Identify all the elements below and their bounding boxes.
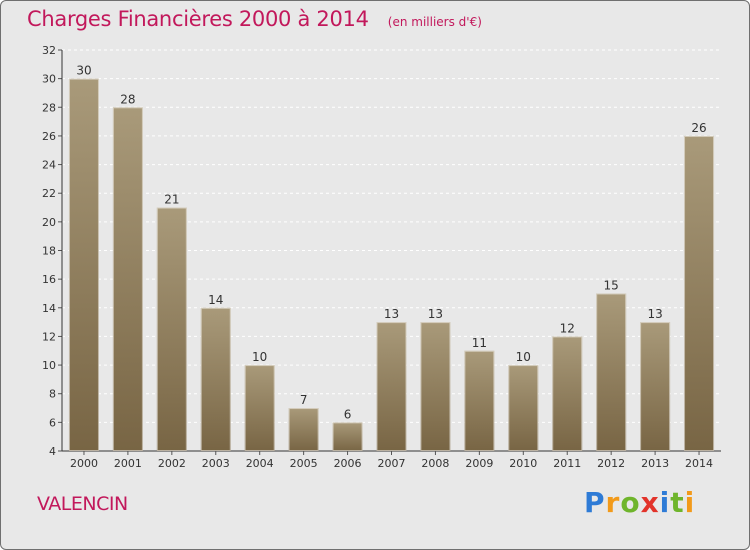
data-label: 28 [120,92,135,106]
data-label: 26 [691,121,706,135]
bar-highlight [332,422,363,452]
bar [332,422,363,451]
x-tick-label: 2010 [509,457,537,470]
logo-letter: i [659,486,671,519]
bar-highlight [112,107,143,452]
chart-title-row: Charges Financières 2000 à 2014 (en mill… [27,7,482,31]
bar-highlight [420,322,451,452]
value-labels: 30 28 21 14 10 7 6 13 13 11 10 12 15 13 26 [76,64,706,422]
bar-highlight [288,408,319,451]
y-tick-label: 32 [42,44,56,57]
x-tick-label: 2013 [641,457,669,470]
bar [244,365,275,451]
bar [640,322,671,451]
bar [420,322,451,451]
data-label: 21 [164,193,179,207]
data-label: 10 [516,350,531,364]
chart-title: Charges Financières 2000 à 2014 [27,7,369,31]
x-tick-label: 2001 [114,457,142,470]
bar [508,365,539,451]
logo-letter: r [605,486,621,519]
bar-highlight [596,293,627,452]
x-tick-label: 2006 [334,457,362,470]
chart-unit: (en milliers d'€) [387,15,482,29]
y-tick-labels: 4 6 8 10 12 14 16 18 20 22 24 26 28 30 32 [42,44,56,458]
data-label: 14 [208,293,223,307]
bar-highlight [552,336,583,451]
y-tick-label: 30 [42,73,56,86]
bar-highlight [244,365,275,452]
y-tick-label: 6 [49,416,56,429]
logo-letter: P [584,486,606,519]
bar-highlight [156,207,187,451]
y-tick-label: 12 [42,330,56,343]
bar-highlight [684,135,715,452]
y-tick-label: 22 [42,187,56,200]
bar-highlight [640,322,671,452]
x-tick-label: 2005 [290,457,318,470]
bar [156,207,187,451]
y-tick-label: 8 [49,388,56,401]
y-tick-label: 26 [42,130,56,143]
y-tick-label: 18 [42,245,56,258]
bar [376,322,407,451]
x-tick-label: 2007 [378,457,406,470]
x-tick-label: 2004 [246,457,274,470]
logo-letter: x [640,486,660,519]
y-tick-label: 14 [42,302,56,315]
place-name: VALENCIN [37,493,128,515]
x-tick-label: 2008 [421,457,449,470]
bar [112,107,143,452]
bar-highlight [200,307,231,451]
y-tick-label: 4 [49,445,56,458]
data-label: 13 [647,307,662,321]
bar [68,78,99,452]
data-label: 12 [560,321,575,335]
data-label: 11 [472,336,487,350]
data-label: 15 [604,278,619,292]
data-label: 13 [428,307,443,321]
data-label: 7 [300,393,308,407]
logo-letter: t [670,486,685,519]
data-label: 13 [384,307,399,321]
x-tick-label: 2012 [597,457,625,470]
logo-letter: i [684,486,696,519]
bar-highlight [68,78,99,452]
proxiti-logo: Proxiti [584,486,695,519]
x-tick-label: 2002 [158,457,186,470]
x-tick-label: 2000 [70,457,98,470]
bar [464,350,495,451]
bar-highlight [508,365,539,452]
bar-highlight [464,350,495,451]
bar [200,307,231,451]
y-tick-label: 24 [42,159,56,172]
x-tick-label: 2014 [685,457,713,470]
bars [68,78,715,452]
x-tick-labels: 2000 2001 2002 2003 2004 2005 2006 2007 2008 2009… [70,451,713,470]
bar [288,408,319,451]
data-label: 6 [344,407,352,421]
x-tick-label: 2009 [465,457,493,470]
bar-highlight [376,322,407,452]
data-label: 30 [76,64,91,78]
bar [596,293,627,451]
x-tick-label: 2003 [202,457,230,470]
data-label: 10 [252,350,267,364]
x-tick-label: 2011 [553,457,581,470]
logo-letter: o [620,486,641,519]
y-tick-label: 16 [42,273,56,286]
bar [552,336,583,451]
y-tick-label: 28 [42,101,56,114]
y-tick-label: 10 [42,359,56,372]
bar [684,135,715,451]
y-tick-label: 20 [42,216,56,229]
